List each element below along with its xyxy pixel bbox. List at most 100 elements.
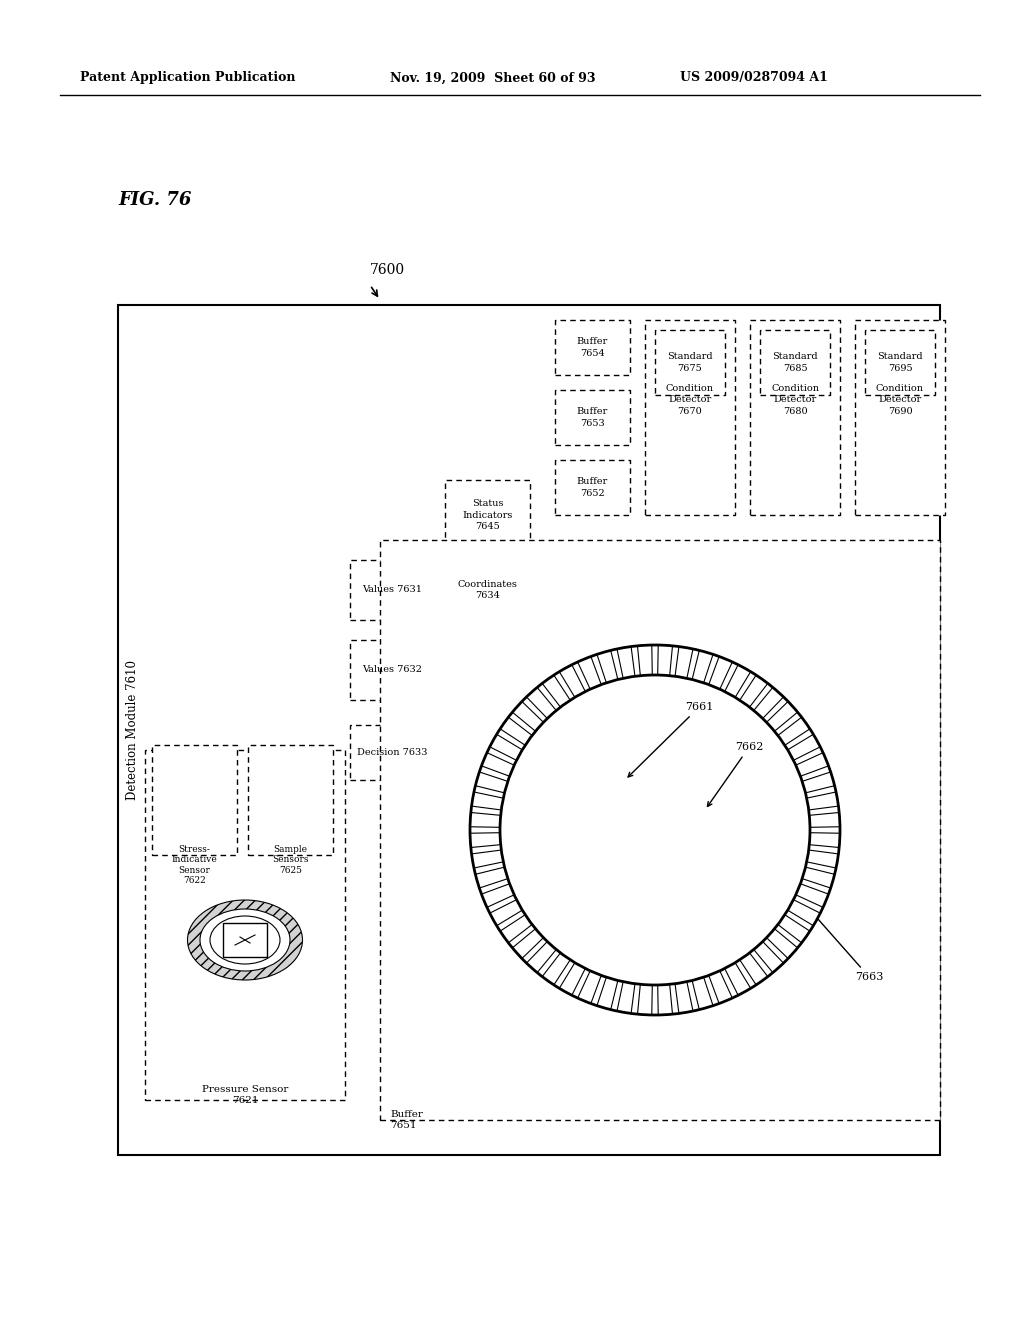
- Wedge shape: [472, 792, 504, 810]
- FancyBboxPatch shape: [760, 330, 830, 395]
- Wedge shape: [709, 970, 732, 1003]
- Wedge shape: [725, 962, 751, 995]
- FancyBboxPatch shape: [350, 560, 435, 620]
- Text: Detection Module 7610: Detection Module 7610: [127, 660, 139, 800]
- Text: Condition
Detector
7670: Condition Detector 7670: [666, 384, 714, 416]
- Wedge shape: [481, 883, 514, 907]
- FancyBboxPatch shape: [855, 319, 945, 515]
- Wedge shape: [470, 813, 501, 828]
- FancyBboxPatch shape: [350, 640, 435, 700]
- Wedge shape: [500, 915, 532, 942]
- Wedge shape: [692, 977, 713, 1010]
- Wedge shape: [489, 734, 522, 760]
- Text: Standard
7685: Standard 7685: [772, 352, 818, 372]
- Text: Patent Application Publication: Patent Application Publication: [80, 71, 296, 84]
- Wedge shape: [796, 752, 828, 776]
- Wedge shape: [802, 867, 835, 888]
- Wedge shape: [767, 701, 798, 731]
- Wedge shape: [809, 833, 840, 847]
- FancyBboxPatch shape: [152, 744, 237, 855]
- Wedge shape: [725, 665, 751, 697]
- Wedge shape: [739, 675, 768, 708]
- Wedge shape: [807, 850, 839, 869]
- Wedge shape: [475, 772, 508, 793]
- Wedge shape: [767, 929, 798, 958]
- Text: Buffer
7651: Buffer 7651: [390, 1110, 423, 1130]
- FancyBboxPatch shape: [645, 319, 735, 515]
- Wedge shape: [692, 651, 713, 682]
- Wedge shape: [512, 929, 544, 958]
- Text: 7663: 7663: [813, 913, 884, 982]
- FancyBboxPatch shape: [655, 330, 725, 395]
- Text: Nov. 19, 2009  Sheet 60 of 93: Nov. 19, 2009 Sheet 60 of 93: [390, 71, 596, 84]
- FancyBboxPatch shape: [555, 319, 630, 375]
- Wedge shape: [526, 688, 556, 718]
- Wedge shape: [778, 915, 810, 942]
- Text: Standard
7675: Standard 7675: [668, 352, 713, 372]
- Wedge shape: [638, 985, 652, 1015]
- Wedge shape: [709, 656, 732, 689]
- Wedge shape: [617, 982, 635, 1014]
- Text: Condition
Detector
7690: Condition Detector 7690: [876, 384, 924, 416]
- Wedge shape: [809, 813, 840, 828]
- FancyBboxPatch shape: [445, 560, 530, 620]
- Wedge shape: [489, 900, 522, 925]
- Text: Condition
Detector
7680: Condition Detector 7680: [771, 384, 819, 416]
- Ellipse shape: [187, 900, 302, 979]
- Wedge shape: [787, 900, 820, 925]
- Wedge shape: [597, 651, 617, 682]
- Wedge shape: [675, 982, 693, 1014]
- Wedge shape: [807, 792, 839, 810]
- Wedge shape: [754, 941, 783, 973]
- Text: Values 7632: Values 7632: [362, 665, 423, 675]
- Text: Status
Indicators
7645: Status Indicators 7645: [462, 499, 513, 531]
- Wedge shape: [475, 867, 508, 888]
- Wedge shape: [787, 734, 820, 760]
- FancyBboxPatch shape: [555, 389, 630, 445]
- Wedge shape: [597, 977, 617, 1010]
- Wedge shape: [481, 752, 514, 776]
- Text: 7600: 7600: [370, 263, 406, 277]
- Wedge shape: [578, 970, 601, 1003]
- Wedge shape: [739, 953, 768, 985]
- Text: Coordinates
7634: Coordinates 7634: [458, 579, 517, 601]
- FancyBboxPatch shape: [750, 319, 840, 515]
- Text: Stress-
Indicative
Sensor
7622: Stress- Indicative Sensor 7622: [172, 845, 217, 886]
- Wedge shape: [657, 645, 673, 676]
- Text: Decision 7633: Decision 7633: [357, 748, 428, 756]
- Text: US 2009/0287094 A1: US 2009/0287094 A1: [680, 71, 827, 84]
- Text: Values 7631: Values 7631: [362, 586, 423, 594]
- Wedge shape: [617, 647, 635, 678]
- Text: 7662: 7662: [708, 742, 763, 807]
- Ellipse shape: [210, 916, 280, 964]
- Wedge shape: [754, 688, 783, 718]
- Wedge shape: [638, 645, 652, 676]
- Text: Buffer
7652: Buffer 7652: [577, 478, 608, 498]
- Wedge shape: [675, 647, 693, 678]
- Text: Buffer
7654: Buffer 7654: [577, 338, 608, 358]
- Wedge shape: [500, 717, 532, 746]
- Wedge shape: [526, 941, 556, 973]
- Text: FIG. 76: FIG. 76: [118, 191, 191, 209]
- Text: 7661: 7661: [628, 702, 714, 777]
- Wedge shape: [578, 656, 601, 689]
- Wedge shape: [542, 675, 570, 708]
- Wedge shape: [470, 833, 501, 847]
- Wedge shape: [559, 962, 586, 995]
- FancyBboxPatch shape: [118, 305, 940, 1155]
- FancyBboxPatch shape: [865, 330, 935, 395]
- FancyBboxPatch shape: [445, 480, 530, 550]
- Ellipse shape: [200, 909, 290, 972]
- Wedge shape: [802, 772, 835, 793]
- FancyBboxPatch shape: [350, 725, 435, 780]
- FancyBboxPatch shape: [380, 540, 940, 1119]
- FancyBboxPatch shape: [248, 744, 333, 855]
- Wedge shape: [657, 985, 673, 1015]
- Wedge shape: [512, 701, 544, 731]
- Wedge shape: [559, 665, 586, 697]
- Wedge shape: [796, 883, 828, 907]
- Text: Pressure Sensor
7621: Pressure Sensor 7621: [202, 1085, 288, 1105]
- FancyBboxPatch shape: [555, 459, 630, 515]
- FancyBboxPatch shape: [223, 923, 267, 957]
- Text: Sample
Sensors
7625: Sample Sensors 7625: [272, 845, 309, 875]
